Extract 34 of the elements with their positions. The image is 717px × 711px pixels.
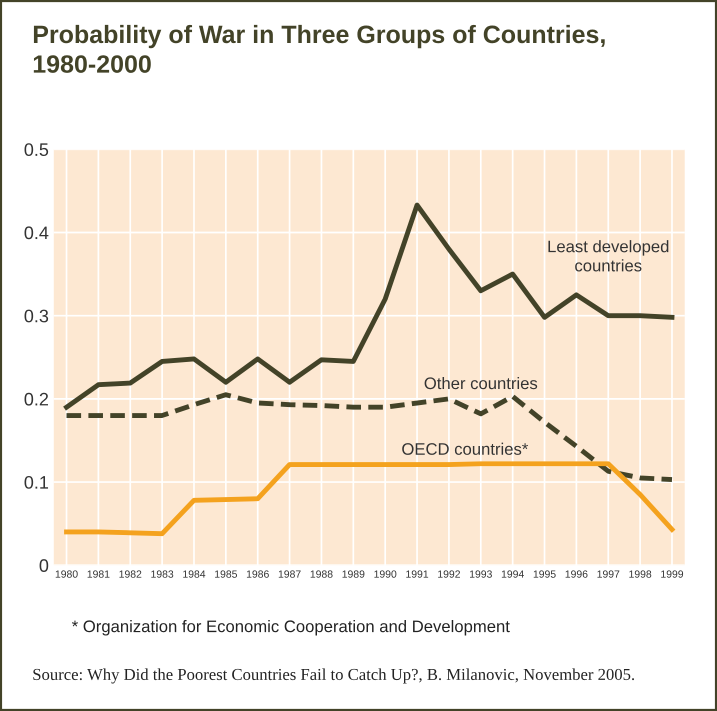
chart-title: Probability of War in Three Groups of Countries, 1980-2000 xyxy=(34,24,605,73)
y-tick-label: 0.1 xyxy=(24,476,48,489)
x-tick-label: 1982 xyxy=(119,570,142,578)
x-tick-label: 1984 xyxy=(183,570,206,578)
x-tick-label: 1986 xyxy=(246,570,269,578)
x-tick-label: 1987 xyxy=(278,570,301,578)
x-tick-label: 1998 xyxy=(629,570,652,578)
text: * Organization for Economic Cooperation and Development xyxy=(72,620,510,636)
x-tick-label: 1990 xyxy=(374,570,396,578)
x-tick-label: 1981 xyxy=(88,570,110,578)
y-tick-label: 0.2 xyxy=(24,392,48,406)
source-note: Source: Why Did the Poorest Countries Fail to Catch Up?, B. Milanovic, November 2005. xyxy=(33,668,634,684)
x-tick-label: 1983 xyxy=(151,570,174,578)
x-tick-label: 1980 xyxy=(56,570,78,578)
y-tick-label: 0.5 xyxy=(24,143,48,156)
line-series xyxy=(64,202,674,410)
x-tick-label: 1992 xyxy=(438,570,460,578)
x-tick-label: 1993 xyxy=(470,570,492,578)
x-tick-label: 1995 xyxy=(534,570,556,578)
y-tick-label: 0.4 xyxy=(24,226,48,240)
x-tick-label: 1991 xyxy=(406,570,428,578)
x-tick-label: 1994 xyxy=(502,570,524,578)
x-tick-label: 1999 xyxy=(661,570,684,578)
x-tick-label: 1988 xyxy=(310,570,333,578)
y-tick-label: 0.3 xyxy=(24,310,48,322)
series-label: Least developed countries xyxy=(548,240,668,272)
x-tick-label: 1989 xyxy=(342,570,364,578)
series-label: OECD countries* xyxy=(402,442,528,455)
series-label: Other countries xyxy=(424,376,538,390)
x-tick-label: 1985 xyxy=(215,570,238,578)
x-tick-label: 1996 xyxy=(566,570,588,578)
line-series xyxy=(64,461,674,536)
y-tick-label: 0 xyxy=(40,559,48,572)
x-tick-label: 1997 xyxy=(597,570,620,578)
